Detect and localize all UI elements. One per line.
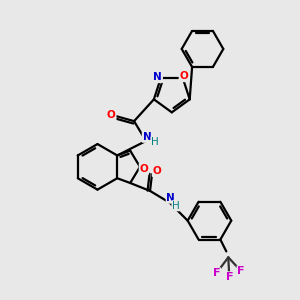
Text: F: F bbox=[237, 266, 245, 276]
Text: O: O bbox=[107, 110, 116, 120]
Text: F: F bbox=[213, 268, 220, 278]
Text: F: F bbox=[226, 272, 233, 282]
Text: N: N bbox=[142, 132, 151, 142]
Text: O: O bbox=[153, 166, 161, 176]
Text: N: N bbox=[167, 193, 175, 203]
Text: N: N bbox=[153, 72, 162, 82]
Text: H: H bbox=[151, 137, 159, 147]
Text: H: H bbox=[172, 201, 180, 211]
Text: O: O bbox=[140, 164, 148, 174]
Text: O: O bbox=[179, 71, 188, 81]
